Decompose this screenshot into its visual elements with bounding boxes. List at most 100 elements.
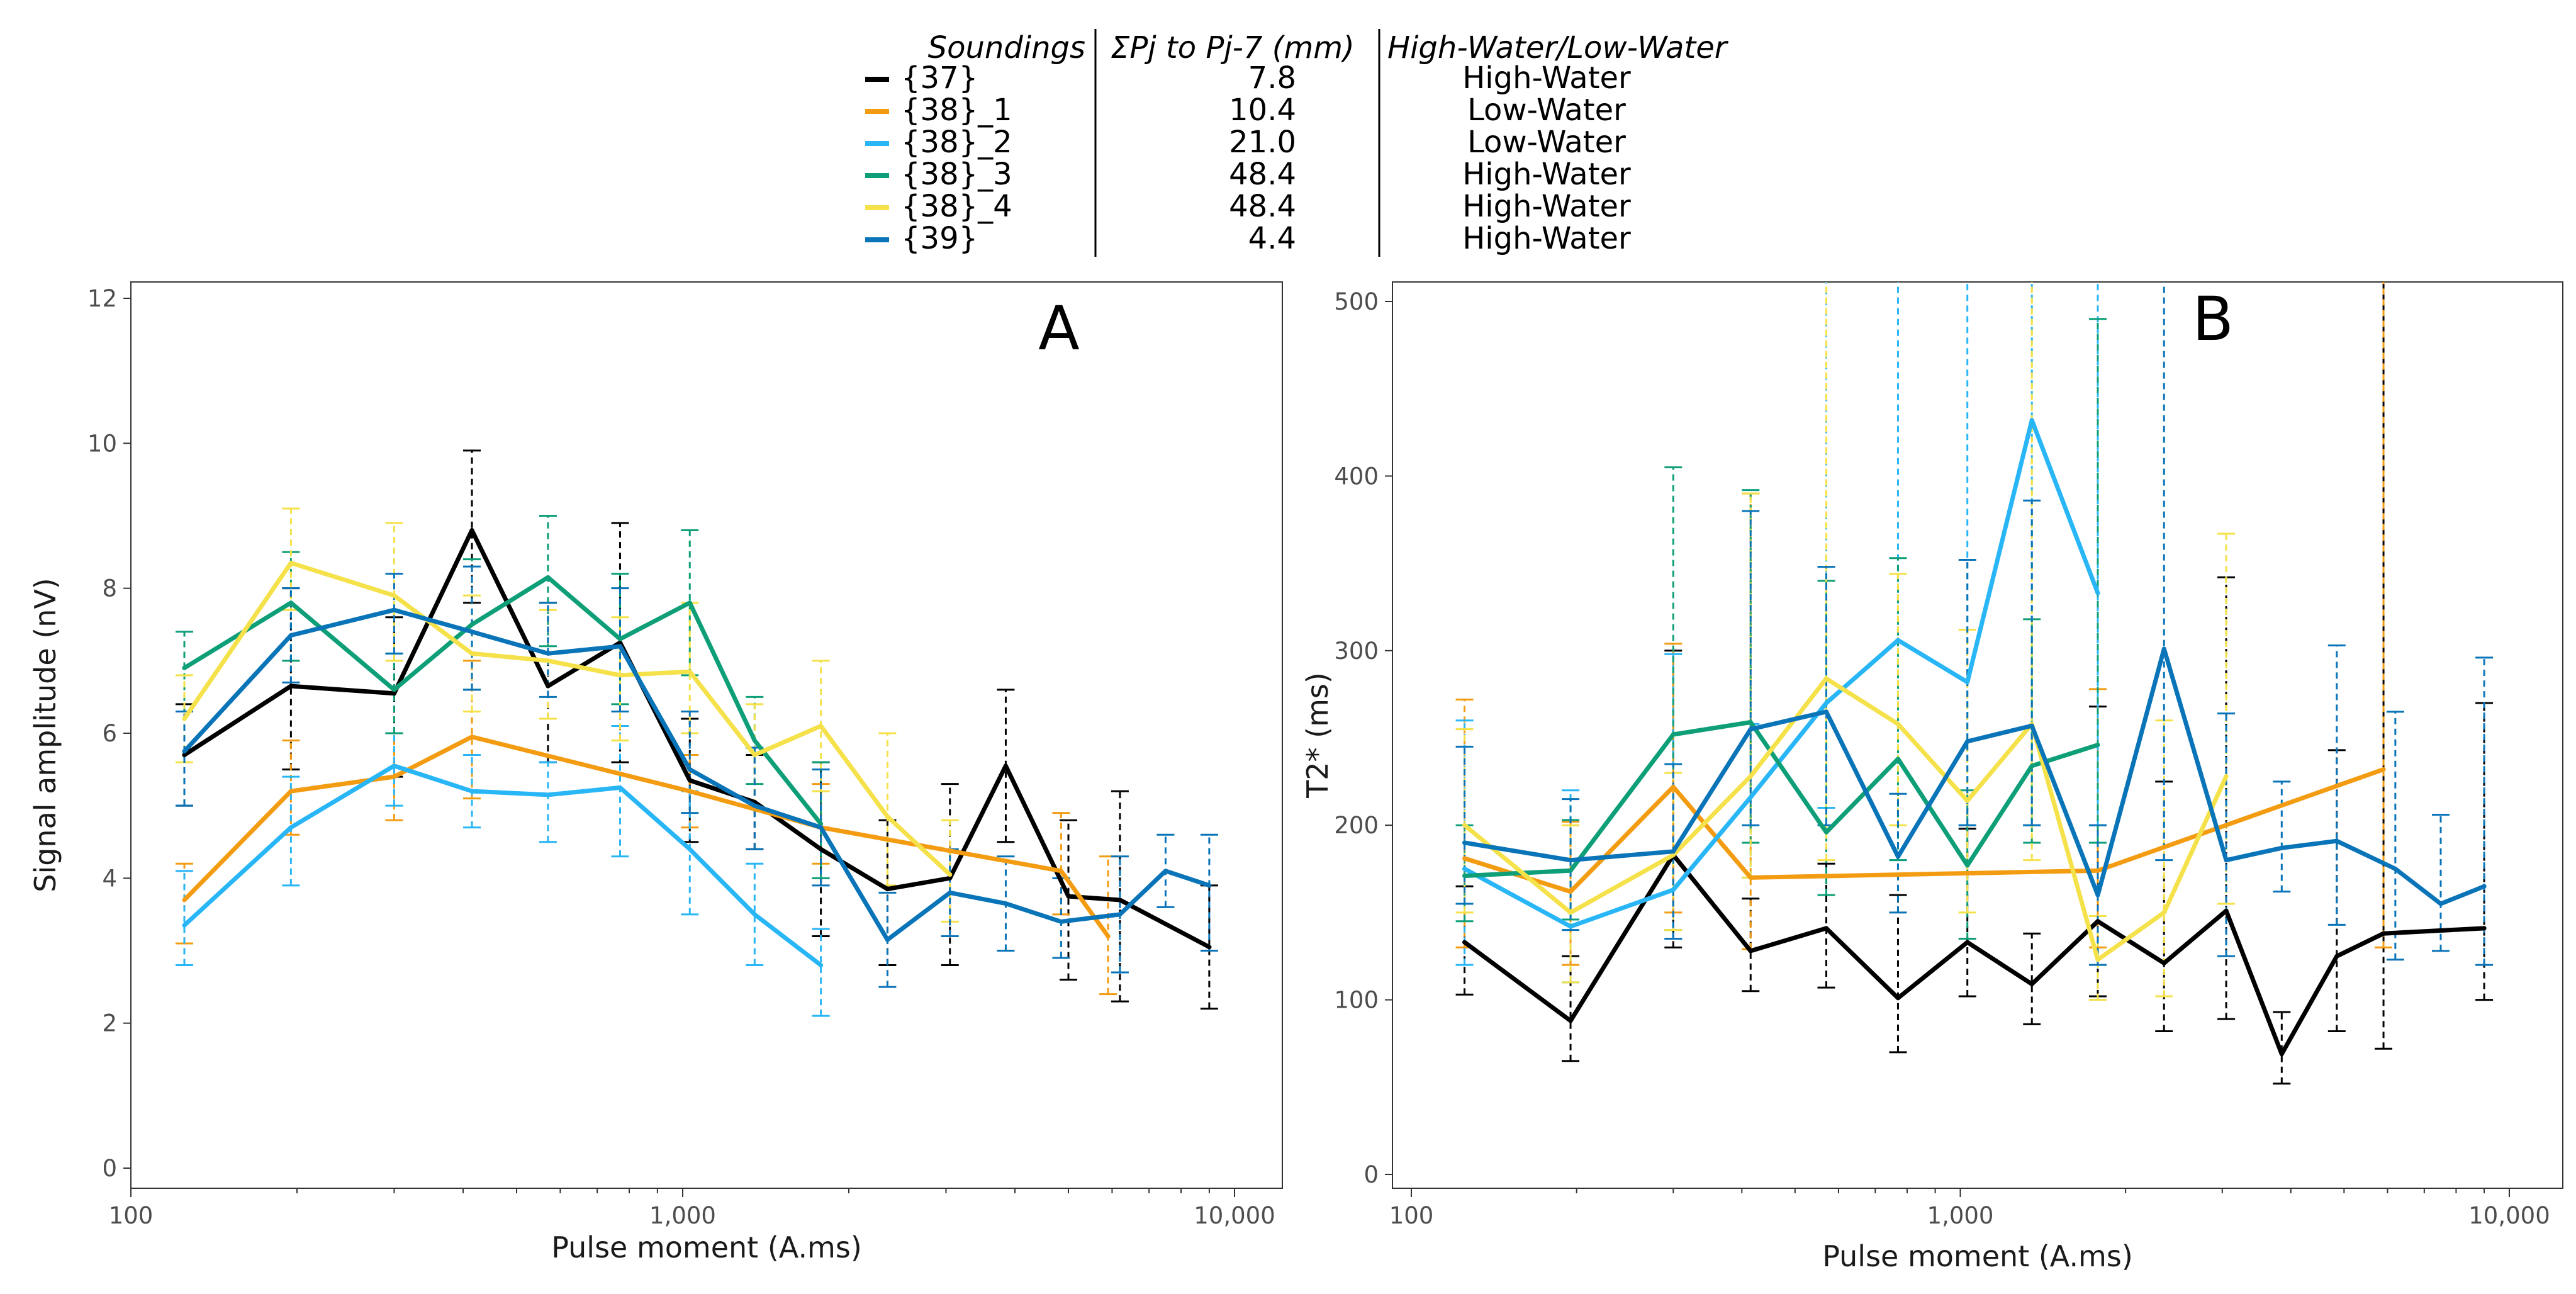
legend-sum-38-4: 48.4 [1229,189,1296,224]
legend-state-38-1: Low-Water [1467,93,1626,128]
panel-b-point-39-3 [1748,727,1753,732]
panel-b-point-37-11 [2279,1052,2284,1057]
panel-b-point-39-4 [1824,709,1829,714]
panel-b-point-38-1-0 [1462,856,1467,861]
panel-b-series-points-38-2 [1462,418,2100,929]
panel-a-point-37-2 [391,691,396,696]
panel-b-point-38-2-2 [1671,887,1676,892]
panel-b-point-38-4-1 [1568,910,1573,915]
legend-state-38-4: High-Water [1462,189,1631,224]
panel-a-point-39-13 [1117,912,1123,917]
panel-b-point-39-15 [2482,884,2487,889]
panel-b-point-37-3 [1748,948,1753,954]
panel-b-point-37-7 [2029,982,2034,987]
panel-a-point-38-1-6 [1058,869,1063,874]
panel-a-point-39-9 [885,937,890,942]
panel-b-point-38-3-6 [1965,863,1970,868]
panel-a-y-axis-title: Signal amplitude (nV) [28,578,62,892]
panel-a-point-38-3-4 [546,575,551,580]
panel-a-x-tick-label-1000: 1,000 [649,1202,716,1229]
panel-b-point-39-13 [2393,867,2398,872]
panel-b-point-39-5 [1895,854,1900,859]
panel-a-point-38-3-5 [617,636,622,641]
panel-b-point-38-2-4 [1824,700,1829,706]
panel-a-point-39-7 [752,803,757,808]
panel-a: 0 2 4 6 8 10 12 100 1,000 10,000 A Pulse moment (… [28,281,1283,1264]
panel-b-point-39-2 [1671,849,1676,854]
panel-b-point-38-3-5 [1895,757,1900,762]
panel-a-point-39-4 [546,651,551,656]
legend-state-39: High-Water [1462,221,1631,256]
panel-b-point-38-1-5 [2381,767,2386,772]
panel-b-point-39-14 [2438,901,2443,906]
panel-a-point-39-10 [948,890,953,895]
panel-a-series-line-38-1 [182,734,1111,938]
panel-a-point-38-2-4 [546,792,551,797]
legend-sum-38-3: 48.4 [1229,157,1296,192]
panel-b-point-38-2-5 [1895,638,1900,643]
panel-b-point-38-3-2 [1671,732,1676,737]
panel-a-point-38-2-1 [288,825,293,830]
panel-a-point-37-6 [687,778,692,783]
panel-b-point-37-13 [2381,931,2386,936]
panel-b-point-39-6 [1965,739,1970,744]
panel-a-point-38-4-4 [546,658,551,663]
panel-a-point-37-10 [948,875,953,880]
panel-b-point-38-3-0 [1462,874,1467,879]
panel-b-point-37-14 [2482,926,2487,931]
panel-a-point-38-2-7 [752,912,757,917]
legend-sum-39: 4.4 [1248,221,1296,256]
panel-a-point-38-4-3 [469,651,474,656]
panel-a-point-38-4-8 [819,723,824,728]
panel-a-series-points-38-3 [182,575,824,826]
panel-b-x-tick-label-1000: 1,000 [1927,1202,1994,1229]
panel-b-label: B [2192,284,2234,354]
panel-b-y-tick-label-0: 0 [1364,1161,1379,1188]
panel-b-point-37-8 [2095,919,2100,924]
panel-b-point-37-6 [1965,940,1970,945]
panel-a-point-37-14 [1207,945,1212,950]
panel-a-x-tick-label-10000: 10,000 [1194,1202,1275,1229]
panel-a-point-39-14 [1163,869,1168,874]
panel-b-point-39-8 [2095,892,2100,897]
panel-b-point-38-4-10 [2224,774,2229,779]
legend-name-38-4: {38}_4 [901,189,1012,224]
panel-a-point-38-1-2 [391,774,396,779]
panel-b-point-37-5 [1895,996,1900,1001]
panel-a-point-39-8 [819,825,824,830]
panel-a-point-38-1-7 [1106,933,1111,938]
panel-b-point-38-2-1 [1568,924,1573,929]
panel-b-point-37-0 [1462,940,1467,945]
panel-b-series-line-39 [1462,646,2487,906]
panel-b-point-38-3-1 [1568,868,1573,873]
panel-b-point-38-2-8 [2095,590,2100,595]
panel-b-point-38-4-5 [1895,721,1900,726]
panel-a-point-38-4-10 [948,872,953,877]
panel-b-point-38-3-7 [2029,763,2034,768]
panel-a-point-39-1 [288,633,293,638]
panel-a-point-37-5 [617,640,622,645]
panel-a-point-39-3 [469,629,474,634]
panel-b-point-38-4-9 [2161,910,2166,915]
panel-a-series-line-39 [182,607,1212,942]
panel-b-point-38-1-2 [1671,784,1676,789]
panel-a-y-tick-label-4: 4 [102,865,117,892]
panel-b-point-38-3-8 [2095,743,2100,748]
panel-b-point-38-3-3 [1748,720,1753,725]
panel-a-point-37-0 [182,753,187,758]
panel-a-x-tick-label-100: 100 [109,1202,154,1229]
legend-header-sum: ΣPj to Pj-7 (mm) [1111,30,1355,65]
panel-b-point-38-2-6 [1965,680,1970,685]
panel-b-point-38-2-0 [1462,867,1467,872]
panel-a-y-tick-label-2: 2 [102,1010,117,1037]
panel-a-x-axis-title: Pulse moment (A.ms) [551,1230,862,1264]
panel-a-y-tick-label-10: 10 [87,430,117,457]
legend-state-38-3: High-Water [1462,157,1631,192]
panel-b-point-38-4-8 [2095,957,2100,962]
panel-a-point-38-3-0 [182,665,187,670]
panel-a-point-38-3-6 [687,600,692,605]
panel-a-point-38-2-0 [182,923,187,928]
panel-a-point-38-1-1 [288,789,293,794]
panel-b-point-38-2-3 [1748,795,1753,800]
panel-a-point-37-11 [1003,763,1008,768]
